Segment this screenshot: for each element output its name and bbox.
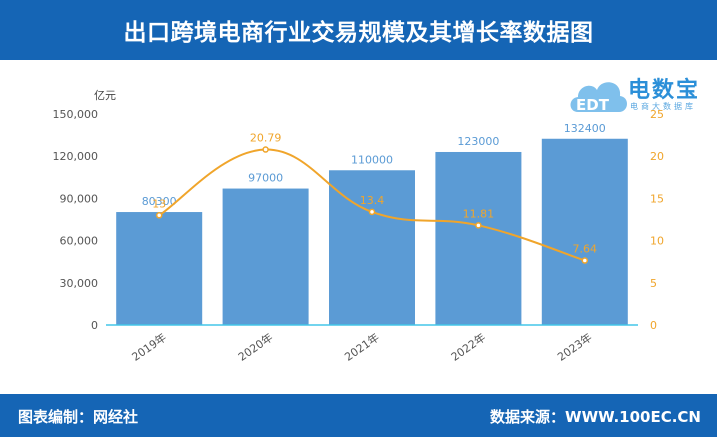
bar-series: 80300 97000 110000 123000 132400 (116, 122, 628, 325)
y-tick-label: 60,000 (60, 235, 99, 248)
y-axis-unit-label: 亿元 (94, 89, 116, 102)
bar (116, 212, 203, 325)
y2-tick-label: 5 (650, 277, 657, 290)
line-points: 13 20.79 13.4 11.81 7.64 (152, 132, 598, 264)
x-tick-label: 2021年 (342, 330, 382, 364)
y-axis-right: 0 5 10 15 20 25 (650, 108, 664, 332)
footer-source: 数据来源：WWW.100EC.CN (490, 408, 701, 426)
x-axis-ticks: 2019年 2020年 2021年 2022年 2023年 (129, 330, 595, 364)
footer-bar: 图表编制：网经社 数据来源：WWW.100EC.CN (0, 394, 717, 437)
x-tick-label: 2022年 (448, 330, 488, 364)
line-value-label: 11.81 (463, 207, 495, 220)
x-tick-label: 2020年 (235, 330, 275, 364)
logo-subtext: 电商大数据库 (630, 102, 696, 111)
footer-editor-credit: 图表编制：网经社 (18, 408, 139, 426)
line-point (155, 212, 163, 219)
bar-value-label: 123000 (457, 135, 499, 148)
line-point (475, 222, 482, 229)
bar-value-label: 132400 (564, 122, 606, 135)
bar (541, 138, 628, 325)
y-tick-label: 120,000 (53, 150, 99, 163)
y-tick-label: 0 (91, 319, 98, 332)
y2-tick-label: 0 (650, 319, 657, 332)
bar-value-label: 80300 (142, 195, 177, 208)
bar (435, 151, 522, 325)
line-value-label: 13 (152, 197, 166, 210)
line-value-label: 20.79 (250, 132, 282, 145)
y2-tick-label: 25 (650, 108, 664, 121)
x-tick-label: 2023年 (555, 330, 595, 364)
y-tick-label: 30,000 (60, 277, 99, 290)
header-bar: 出口跨境电商行业交易规模及其增长率数据图 (0, 0, 717, 60)
logo-icon-letters: EDT (576, 96, 610, 114)
bar-value-label: 97000 (248, 172, 283, 185)
line-point (368, 208, 376, 216)
y-axis-left: 0 30,000 60,000 90,000 120,000 150,000 (53, 108, 99, 332)
line-point (581, 257, 589, 264)
line-value-label: 7.64 (573, 243, 598, 256)
x-tick-label: 2019年 (129, 330, 169, 364)
y-tick-label: 150,000 (53, 108, 99, 121)
cloud-logo-icon: EDT (570, 82, 628, 114)
logo: EDT 电数宝 电商大数据库 (566, 68, 716, 122)
y2-tick-label: 15 (650, 192, 664, 205)
y2-tick-label: 20 (650, 150, 664, 163)
y2-tick-label: 10 (650, 235, 664, 248)
y-tick-label: 90,000 (60, 192, 99, 205)
logo-text: 电数宝 (628, 78, 701, 103)
line-value-label: 13.4 (360, 194, 385, 207)
line-point (262, 146, 269, 153)
chart-title: 出口跨境电商行业交易规模及其增长率数据图 (123, 20, 594, 46)
bar (222, 188, 309, 325)
bar-line-chart: 亿元 0 30,000 60,000 90,000 120,000 150,000 0 5 1… (53, 89, 665, 364)
bar-value-label: 110000 (351, 153, 393, 166)
